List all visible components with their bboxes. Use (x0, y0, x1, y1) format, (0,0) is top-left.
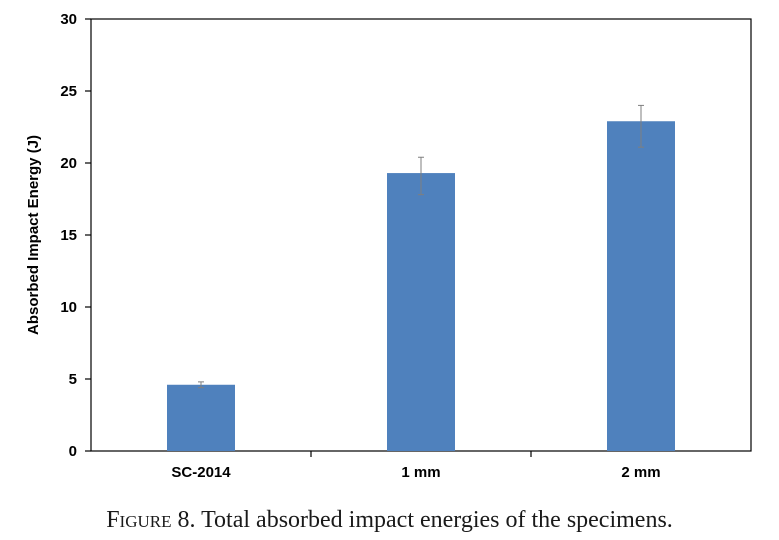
bar (607, 121, 675, 452)
y-axis-title: Absorbed Impact Energy (J) (25, 135, 42, 335)
chart: 0 5 10 15 20 25 30 SC-2014 1 mm 2 mm Absorbed Im… (25, 11, 752, 481)
y-tick-label: 10 (60, 299, 77, 316)
bar (387, 173, 455, 451)
x-tick-label: SC-2014 (171, 464, 231, 481)
y-axis-ticks: 0 5 10 15 20 25 30 (60, 11, 91, 460)
figure-caption-label: Figure 8. (106, 507, 196, 533)
y-tick-label: 5 (69, 371, 77, 388)
y-tick-label: 15 (60, 227, 77, 244)
y-tick-label: 30 (60, 11, 77, 28)
error-bar-series (198, 104, 644, 389)
figure-caption: Figure 8. Total absorbed impact energies… (0, 507, 779, 534)
x-tick-label: 1 mm (401, 464, 440, 481)
y-tick-label: 20 (60, 155, 77, 172)
x-axis-ticks: SC-2014 1 mm 2 mm (171, 451, 661, 481)
y-tick-label: 0 (69, 443, 77, 460)
x-tick-label: 2 mm (621, 464, 660, 481)
bar (167, 384, 235, 451)
bar-series (167, 121, 675, 452)
figure-caption-text: Total absorbed impact energies of the sp… (201, 507, 673, 533)
y-tick-label: 25 (60, 83, 77, 100)
